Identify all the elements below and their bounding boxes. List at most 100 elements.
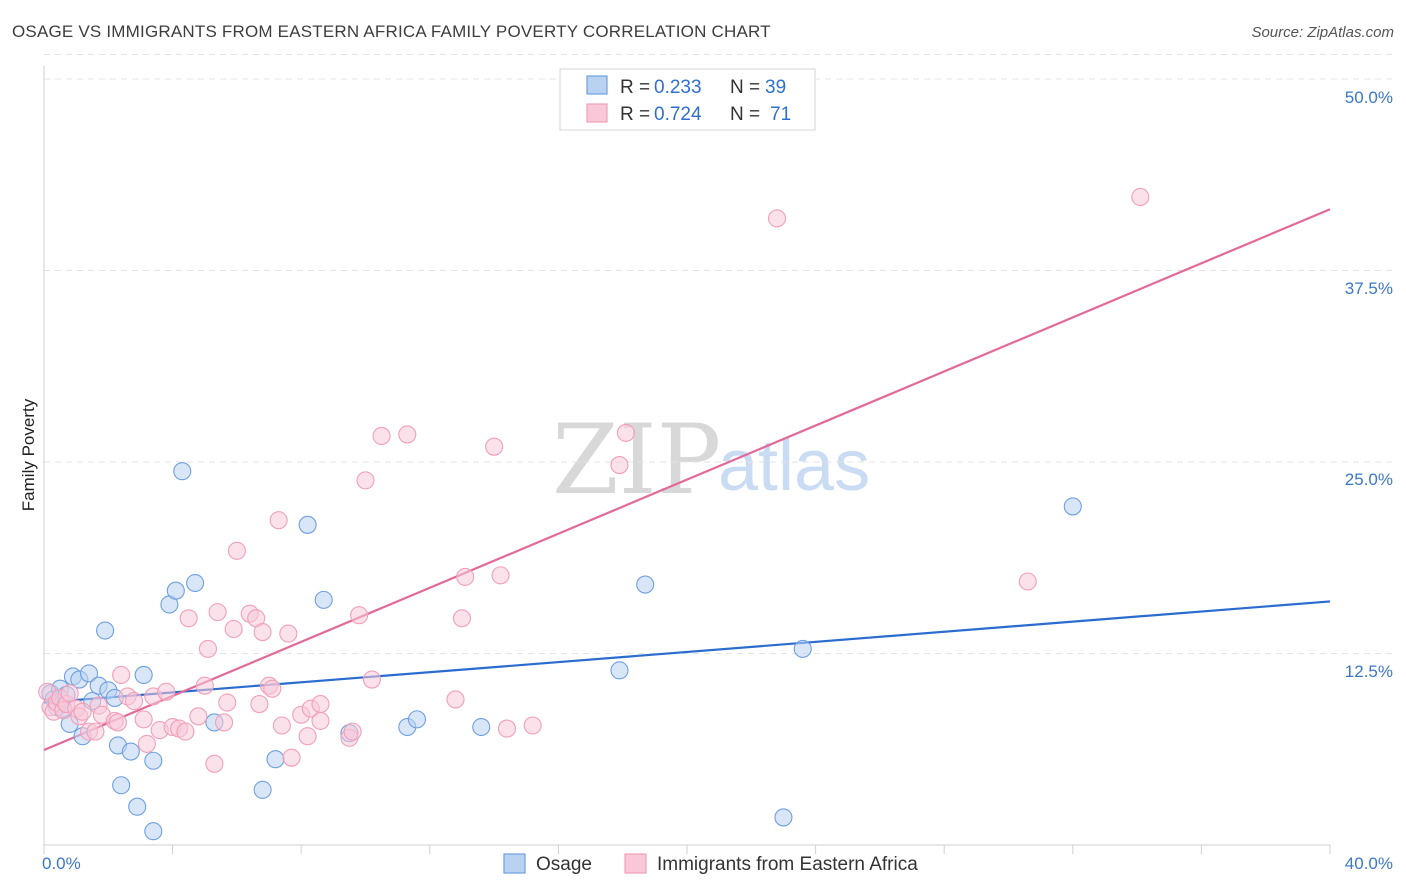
point-osage-22 bbox=[144, 822, 163, 841]
point-eastern-africa-51 bbox=[311, 695, 330, 714]
point-osage-35 bbox=[472, 717, 491, 737]
point-eastern-africa-65 bbox=[497, 719, 517, 738]
legend-n-value-eastern-africa: 71 bbox=[770, 104, 791, 125]
point-eastern-africa-70 bbox=[1018, 572, 1037, 591]
point-eastern-africa-61 bbox=[452, 609, 472, 628]
series-legend-swatch-eastern-africa bbox=[624, 853, 647, 874]
y-tick-label-12-5: 12.5% bbox=[1345, 662, 1393, 681]
point-osage-29 bbox=[266, 750, 285, 769]
point-eastern-africa-28 bbox=[179, 609, 198, 628]
point-eastern-africa-36 bbox=[224, 619, 243, 639]
trend-line-eastern-africa bbox=[43, 208, 1331, 752]
point-eastern-africa-67 bbox=[610, 456, 629, 475]
point-eastern-africa-17 bbox=[112, 665, 131, 684]
point-eastern-africa-60 bbox=[446, 690, 465, 709]
axes bbox=[43, 66, 1331, 854]
point-osage-19 bbox=[128, 797, 147, 816]
point-osage-36 bbox=[610, 661, 629, 680]
point-eastern-africa-34 bbox=[214, 713, 234, 732]
point-eastern-africa-56 bbox=[356, 471, 375, 490]
point-osage-17 bbox=[112, 776, 131, 795]
point-eastern-africa-57 bbox=[362, 670, 381, 689]
point-eastern-africa-49 bbox=[298, 727, 317, 746]
point-osage-37 bbox=[636, 575, 655, 594]
legend-swatch-eastern-africa bbox=[586, 103, 608, 123]
point-eastern-africa-46 bbox=[279, 624, 298, 643]
point-osage-10 bbox=[79, 664, 99, 683]
point-eastern-africa-63 bbox=[485, 437, 504, 456]
point-osage-28 bbox=[253, 780, 272, 799]
point-eastern-africa-45 bbox=[272, 716, 291, 735]
legend-r-label-osage: R = bbox=[620, 77, 650, 98]
point-eastern-africa-32 bbox=[205, 754, 224, 773]
point-eastern-africa-69 bbox=[767, 209, 787, 228]
y-axis-label: Family Poverty bbox=[19, 398, 38, 511]
point-eastern-africa-64 bbox=[491, 566, 510, 585]
x-tick-label-max: 40.0% bbox=[1345, 854, 1393, 873]
legend-r-label-eastern-africa: R = bbox=[620, 104, 650, 125]
point-eastern-africa-16 bbox=[108, 713, 127, 732]
watermark-zip: ZIP bbox=[552, 404, 721, 516]
point-osage-31 bbox=[314, 590, 333, 609]
point-eastern-africa-52 bbox=[311, 711, 330, 730]
point-eastern-africa-55 bbox=[350, 606, 369, 625]
point-osage-21 bbox=[144, 751, 163, 770]
point-eastern-africa-40 bbox=[250, 695, 269, 714]
point-eastern-africa-44 bbox=[269, 511, 288, 530]
watermark-atlas: atlas bbox=[718, 426, 870, 506]
y-tick-label-50: 50.0% bbox=[1345, 88, 1393, 107]
point-osage-34 bbox=[407, 710, 426, 729]
point-osage-25 bbox=[173, 462, 192, 481]
point-eastern-africa-37 bbox=[227, 541, 246, 560]
point-osage-38 bbox=[774, 808, 793, 827]
point-osage-20 bbox=[134, 665, 153, 684]
legend-swatch-osage bbox=[586, 75, 608, 95]
y-tick-label-25: 25.0% bbox=[1345, 470, 1393, 489]
data-points bbox=[38, 187, 1150, 841]
series-legend-swatch-osage bbox=[503, 853, 526, 874]
point-eastern-africa-21 bbox=[137, 734, 156, 753]
trend-line-osage bbox=[43, 600, 1331, 704]
point-osage-13 bbox=[96, 621, 115, 640]
point-eastern-africa-35 bbox=[218, 693, 237, 712]
point-eastern-africa-7 bbox=[60, 684, 79, 703]
legend-n-label-osage: N = bbox=[730, 77, 760, 98]
point-eastern-africa-58 bbox=[372, 426, 391, 446]
point-eastern-africa-66 bbox=[523, 716, 542, 735]
point-eastern-africa-41 bbox=[253, 623, 272, 642]
point-eastern-africa-54 bbox=[343, 722, 362, 741]
point-eastern-africa-71 bbox=[1131, 187, 1150, 207]
legend-n-value-osage: 39 bbox=[765, 77, 786, 98]
point-osage-39 bbox=[793, 639, 812, 658]
point-eastern-africa-12 bbox=[86, 722, 105, 741]
grid bbox=[44, 53, 1393, 654]
x-tick-label-min: 0.0% bbox=[42, 854, 81, 873]
point-eastern-africa-31 bbox=[198, 639, 218, 658]
trend-lines bbox=[43, 208, 1331, 752]
point-eastern-africa-10 bbox=[73, 702, 92, 721]
point-eastern-africa-47 bbox=[282, 748, 301, 767]
chart-title: OSAGE VS IMMIGRANTS FROM EASTERN AFRICA … bbox=[12, 22, 771, 41]
point-eastern-africa-27 bbox=[176, 722, 195, 741]
point-osage-40 bbox=[1063, 497, 1082, 516]
point-eastern-africa-59 bbox=[398, 425, 417, 444]
series-legend-label-eastern-africa: Immigrants from Eastern Africa bbox=[657, 854, 918, 875]
point-eastern-africa-62 bbox=[456, 567, 475, 586]
point-eastern-africa-33 bbox=[208, 603, 227, 622]
point-eastern-africa-29 bbox=[189, 707, 208, 726]
legend-r-value-osage: 0.233 bbox=[654, 77, 702, 98]
series-legend: Osage Immigrants from Eastern Africa bbox=[503, 853, 918, 875]
point-osage-18 bbox=[121, 742, 140, 761]
point-eastern-africa-24 bbox=[157, 682, 176, 701]
legend-n-label-eastern-africa: N = bbox=[730, 104, 760, 125]
y-tick-label-37-5: 37.5% bbox=[1345, 279, 1393, 298]
point-osage-24 bbox=[166, 581, 185, 600]
legend-r-value-eastern-africa: 0.724 bbox=[654, 104, 702, 125]
point-osage-30 bbox=[298, 515, 317, 534]
point-eastern-africa-19 bbox=[124, 691, 144, 711]
point-eastern-africa-43 bbox=[263, 679, 282, 698]
point-eastern-africa-68 bbox=[616, 423, 635, 442]
point-eastern-africa-20 bbox=[134, 710, 153, 729]
point-eastern-africa-30 bbox=[195, 676, 214, 695]
